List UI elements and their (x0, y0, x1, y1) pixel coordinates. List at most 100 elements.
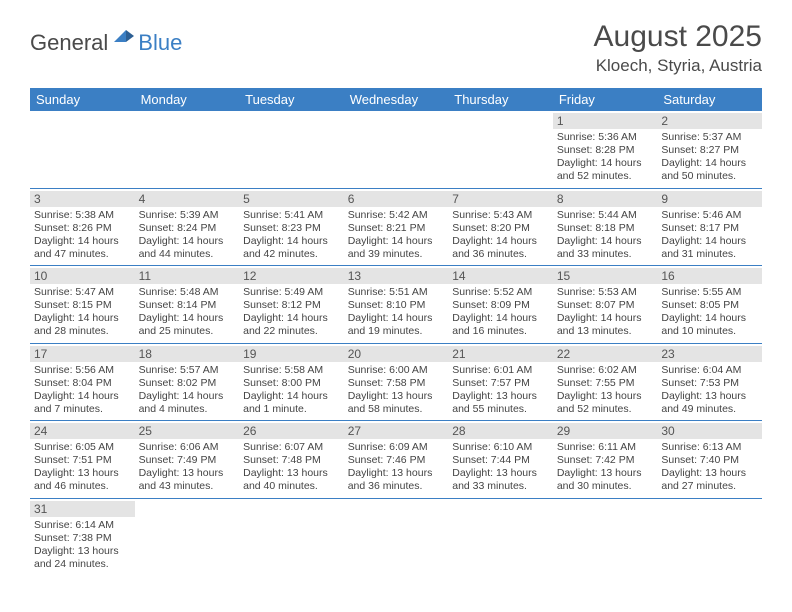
sunrise: Sunrise: 5:38 AM (34, 209, 131, 222)
day-number: 6 (344, 191, 449, 207)
sunset: Sunset: 8:10 PM (348, 299, 445, 312)
day-info: Sunrise: 6:10 AMSunset: 7:44 PMDaylight:… (452, 441, 549, 494)
daylight: Daylight: 13 hours and 24 minutes. (34, 545, 131, 571)
sunset: Sunset: 7:48 PM (243, 454, 340, 467)
sunset: Sunset: 7:40 PM (661, 454, 758, 467)
daylight: Daylight: 14 hours and 10 minutes. (661, 312, 758, 338)
logo-text-general: General (30, 30, 108, 56)
daylight: Daylight: 14 hours and 28 minutes. (34, 312, 131, 338)
sunset: Sunset: 8:26 PM (34, 222, 131, 235)
day-cell: 28Sunrise: 6:10 AMSunset: 7:44 PMDayligh… (448, 421, 553, 499)
sunset: Sunset: 8:02 PM (139, 377, 236, 390)
daylight: Daylight: 13 hours and 36 minutes. (348, 467, 445, 493)
day-cell: 7Sunrise: 5:43 AMSunset: 8:20 PMDaylight… (448, 188, 553, 266)
sunrise: Sunrise: 5:58 AM (243, 364, 340, 377)
daylight: Daylight: 14 hours and 44 minutes. (139, 235, 236, 261)
daylight: Daylight: 13 hours and 58 minutes. (348, 390, 445, 416)
sunrise: Sunrise: 5:51 AM (348, 286, 445, 299)
day-info: Sunrise: 5:52 AMSunset: 8:09 PMDaylight:… (452, 286, 549, 339)
day-info: Sunrise: 6:14 AMSunset: 7:38 PMDaylight:… (34, 519, 131, 572)
daylight: Daylight: 14 hours and 36 minutes. (452, 235, 549, 261)
day-cell (135, 111, 240, 188)
sunrise: Sunrise: 5:48 AM (139, 286, 236, 299)
day-cell (135, 498, 240, 575)
sunset: Sunset: 8:27 PM (661, 144, 758, 157)
day-info: Sunrise: 6:02 AMSunset: 7:55 PMDaylight:… (557, 364, 654, 417)
logo: General Blue (30, 28, 182, 57)
day-info: Sunrise: 5:49 AMSunset: 8:12 PMDaylight:… (243, 286, 340, 339)
day-number: 27 (344, 423, 449, 439)
day-cell: 25Sunrise: 6:06 AMSunset: 7:49 PMDayligh… (135, 421, 240, 499)
sunrise: Sunrise: 5:53 AM (557, 286, 654, 299)
day-number: 9 (657, 191, 762, 207)
day-number: 15 (553, 268, 658, 284)
day-cell: 30Sunrise: 6:13 AMSunset: 7:40 PMDayligh… (657, 421, 762, 499)
day-cell (344, 498, 449, 575)
day-cell: 31 Sunrise: 6:14 AMSunset: 7:38 PMDayligh… (30, 498, 135, 575)
day-info: Sunrise: 5:55 AMSunset: 8:05 PMDaylight:… (661, 286, 758, 339)
day-cell (30, 111, 135, 188)
sunrise: Sunrise: 6:14 AM (34, 519, 131, 532)
week-row: 1Sunrise: 5:36 AMSunset: 8:28 PMDaylight… (30, 111, 762, 188)
sunrise: Sunrise: 6:11 AM (557, 441, 654, 454)
sunrise: Sunrise: 5:41 AM (243, 209, 340, 222)
week-row: 10Sunrise: 5:47 AMSunset: 8:15 PMDayligh… (30, 266, 762, 344)
sunset: Sunset: 8:21 PM (348, 222, 445, 235)
sunrise: Sunrise: 6:09 AM (348, 441, 445, 454)
day-number: 10 (30, 268, 135, 284)
sunrise: Sunrise: 6:02 AM (557, 364, 654, 377)
day-cell: 3Sunrise: 5:38 AMSunset: 8:26 PMDaylight… (30, 188, 135, 266)
daylight: Daylight: 14 hours and 25 minutes. (139, 312, 236, 338)
col-wednesday: Wednesday (344, 88, 449, 111)
day-cell: 4Sunrise: 5:39 AMSunset: 8:24 PMDaylight… (135, 188, 240, 266)
sunset: Sunset: 8:20 PM (452, 222, 549, 235)
sunrise: Sunrise: 5:57 AM (139, 364, 236, 377)
sunset: Sunset: 7:46 PM (348, 454, 445, 467)
sunrise: Sunrise: 6:13 AM (661, 441, 758, 454)
sunrise: Sunrise: 5:47 AM (34, 286, 131, 299)
day-info: Sunrise: 5:38 AMSunset: 8:26 PMDaylight:… (34, 209, 131, 262)
day-cell: 1Sunrise: 5:36 AMSunset: 8:28 PMDaylight… (553, 111, 658, 188)
day-number: 2 (657, 113, 762, 129)
day-cell: 8Sunrise: 5:44 AMSunset: 8:18 PMDaylight… (553, 188, 658, 266)
sunset: Sunset: 8:04 PM (34, 377, 131, 390)
sunrise: Sunrise: 5:55 AM (661, 286, 758, 299)
day-cell: 17Sunrise: 5:56 AMSunset: 8:04 PMDayligh… (30, 343, 135, 421)
day-info: Sunrise: 5:36 AMSunset: 8:28 PMDaylight:… (557, 131, 654, 184)
day-cell: 18Sunrise: 5:57 AMSunset: 8:02 PMDayligh… (135, 343, 240, 421)
daylight: Daylight: 14 hours and 42 minutes. (243, 235, 340, 261)
day-cell: 20Sunrise: 6:00 AMSunset: 7:58 PMDayligh… (344, 343, 449, 421)
day-info: Sunrise: 6:00 AMSunset: 7:58 PMDaylight:… (348, 364, 445, 417)
daylight: Daylight: 14 hours and 39 minutes. (348, 235, 445, 261)
day-number: 23 (657, 346, 762, 362)
daylight: Daylight: 13 hours and 49 minutes. (661, 390, 758, 416)
day-cell (448, 498, 553, 575)
sunrise: Sunrise: 6:04 AM (661, 364, 758, 377)
sunrise: Sunrise: 5:37 AM (661, 131, 758, 144)
col-friday: Friday (553, 88, 658, 111)
day-cell: 29Sunrise: 6:11 AMSunset: 7:42 PMDayligh… (553, 421, 658, 499)
day-info: Sunrise: 5:43 AMSunset: 8:20 PMDaylight:… (452, 209, 549, 262)
sunset: Sunset: 7:57 PM (452, 377, 549, 390)
sunset: Sunset: 7:51 PM (34, 454, 131, 467)
daylight: Daylight: 14 hours and 1 minute. (243, 390, 340, 416)
daylight: Daylight: 14 hours and 16 minutes. (452, 312, 549, 338)
daylight: Daylight: 13 hours and 55 minutes. (452, 390, 549, 416)
day-cell: 24Sunrise: 6:05 AMSunset: 7:51 PMDayligh… (30, 421, 135, 499)
day-number: 31 (30, 501, 135, 517)
sunset: Sunset: 8:00 PM (243, 377, 340, 390)
day-cell: 19Sunrise: 5:58 AMSunset: 8:00 PMDayligh… (239, 343, 344, 421)
day-number: 22 (553, 346, 658, 362)
day-cell: 11Sunrise: 5:48 AMSunset: 8:14 PMDayligh… (135, 266, 240, 344)
logo-text-blue: Blue (138, 30, 182, 56)
col-sunday: Sunday (30, 88, 135, 111)
day-number: 8 (553, 191, 658, 207)
day-cell (657, 498, 762, 575)
col-saturday: Saturday (657, 88, 762, 111)
sunrise: Sunrise: 5:56 AM (34, 364, 131, 377)
week-row: 17Sunrise: 5:56 AMSunset: 8:04 PMDayligh… (30, 343, 762, 421)
week-row: 24Sunrise: 6:05 AMSunset: 7:51 PMDayligh… (30, 421, 762, 499)
daylight: Daylight: 14 hours and 22 minutes. (243, 312, 340, 338)
day-cell (553, 498, 658, 575)
daylight: Daylight: 14 hours and 13 minutes. (557, 312, 654, 338)
